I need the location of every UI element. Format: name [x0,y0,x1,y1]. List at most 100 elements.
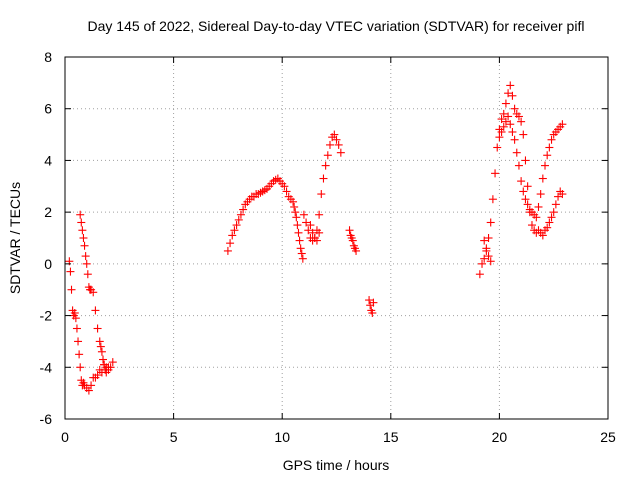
data-point [104,363,113,372]
data-point [506,120,515,129]
data-point [527,221,536,230]
data-point [517,177,526,186]
x-tick-label: 5 [170,429,178,445]
data-point [226,239,235,248]
data-point [538,174,547,183]
y-tick-label: 6 [44,101,52,117]
data-point [292,213,301,222]
data-point [538,231,547,240]
data-point [480,236,489,245]
data-point [95,337,104,346]
data-point [345,226,354,235]
data-point [497,127,506,136]
data-point [93,324,102,333]
data-point [290,202,299,211]
data-point [100,360,109,369]
data-point [514,112,523,121]
data-point [480,254,489,263]
x-tick-label: 10 [274,429,290,445]
data-point [302,218,311,227]
data-point [545,143,554,152]
data-point [282,187,291,196]
data-point [478,259,487,268]
data-point [77,218,86,227]
y-tick-label: 4 [44,152,52,168]
data-point [504,89,513,98]
data-point [514,161,523,170]
data-point [365,296,374,305]
data-point [81,252,90,261]
data-point [368,308,377,317]
y-axis-label: SDTVAR / TECUs [7,182,23,294]
data-point [348,236,357,245]
data-point [519,187,528,196]
data-point [506,81,515,90]
data-point [76,363,85,372]
data-point [304,226,313,235]
data-point [521,156,530,165]
data-point [488,195,497,204]
data-point [317,190,326,199]
data-point [508,127,517,136]
data-point [499,122,508,131]
data-point [558,120,567,129]
data-point [554,192,563,201]
data-point [493,143,502,152]
data-point [280,182,289,191]
data-point [352,246,361,255]
data-point [93,371,102,380]
data-point [482,244,491,253]
data-point [291,208,300,217]
y-tick-label: -4 [40,359,53,375]
data-point [501,117,510,126]
data-point [232,221,241,230]
data-point [75,350,84,359]
data-point [499,109,508,118]
data-point [79,234,88,242]
data-point [545,218,554,227]
data-point [543,151,552,160]
data-point [108,358,117,367]
data-point [517,117,526,126]
data-points [65,81,567,395]
data-point [369,298,378,307]
data-point [293,221,302,230]
x-tick-label: 15 [383,429,399,445]
data-point [70,308,79,317]
data-point [323,151,332,160]
data-point [523,200,532,209]
data-point [87,381,96,390]
data-point [547,213,556,222]
data-point [504,112,513,121]
data-point [495,133,504,142]
data-point [230,226,239,235]
y-tick-label: 0 [44,256,52,272]
data-point [315,210,324,219]
data-point [332,135,341,144]
data-point [102,368,111,377]
data-point [296,244,305,253]
data-point [534,202,543,211]
data-point [321,161,330,170]
data-point [319,174,328,183]
data-point [74,337,83,346]
data-point [80,241,89,250]
data-point [508,91,517,100]
y-tick-label: -2 [40,308,53,324]
data-point [510,104,519,113]
data-point [519,130,528,139]
data-point [486,257,495,266]
data-point [91,306,100,315]
data-point [78,226,87,235]
data-point [234,215,243,224]
data-point [289,197,298,206]
data-point [306,221,315,230]
data-point [523,182,532,191]
data-point [82,259,91,268]
data-point [67,285,76,294]
data-point [336,148,345,157]
x-tick-label: 20 [492,429,508,445]
data-point [89,288,98,297]
x-tick-label: 0 [61,429,69,445]
